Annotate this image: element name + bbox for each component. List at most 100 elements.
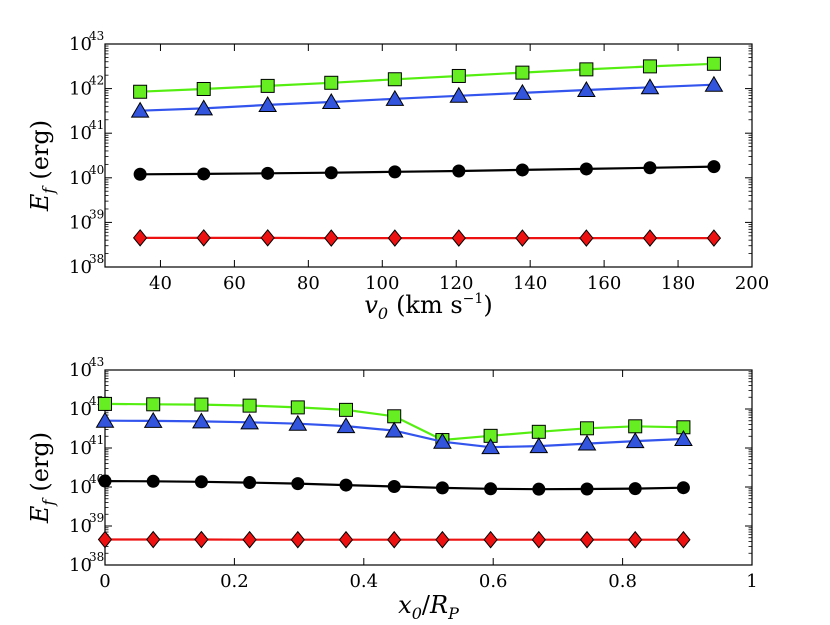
y-tick-label: 10 <box>69 168 92 189</box>
y-tick-label-exponent: 43 <box>89 355 104 369</box>
y-tick-label-exponent: 42 <box>89 74 104 88</box>
marker-green-squares <box>194 397 209 412</box>
y-tick-label-exponent: 43 <box>89 29 104 43</box>
marker-blue-triangles <box>576 81 596 98</box>
series-line-green-squares <box>140 62 714 93</box>
marker-green-squares <box>260 78 275 93</box>
marker-red-diamonds <box>146 530 161 549</box>
marker-black-circles <box>194 475 208 489</box>
marker-black-circles <box>452 164 466 178</box>
marker-black-circles <box>435 481 449 495</box>
y-tick-label-exponent: 39 <box>89 511 104 525</box>
marker-red-diamonds <box>676 530 691 549</box>
y-tick-label: 10 <box>69 123 92 144</box>
marker-black-circles <box>291 477 305 491</box>
marker-blue-triangles <box>433 432 452 449</box>
series-line-blue-triangles <box>140 83 714 112</box>
marker-green-squares <box>451 68 466 83</box>
marker-green-squares <box>387 72 402 87</box>
y-tick-label: 10 <box>69 79 92 100</box>
marker-blue-triangles <box>640 78 660 95</box>
x-tick-label: 120 <box>439 273 473 294</box>
marker-blue-triangles <box>674 430 693 447</box>
x-tick-label: 0 <box>99 571 110 592</box>
x-tick-label: 100 <box>365 273 399 294</box>
y-tick-label: 10 <box>69 257 92 278</box>
marker-red-diamonds <box>579 530 595 549</box>
marker-black-circles <box>515 163 529 177</box>
y-tick-label: 10 <box>69 477 92 498</box>
marker-black-circles <box>579 162 593 176</box>
marker-red-diamonds <box>242 530 257 549</box>
plot-frame <box>104 43 753 268</box>
x-tick-label: 180 <box>661 273 695 294</box>
y-axis-label: Ef(erg) <box>26 432 58 524</box>
marker-green-squares <box>98 396 112 411</box>
y-tick-label: 10 <box>69 212 92 233</box>
marker-red-diamonds <box>435 530 450 549</box>
x-axis-label: x0/RP <box>398 591 459 623</box>
marker-blue-triangles <box>449 86 469 103</box>
marker-green-squares <box>628 419 643 434</box>
marker-red-diamonds <box>132 229 148 247</box>
marker-green-squares <box>580 421 595 436</box>
y-tick-label: 10 <box>69 34 92 55</box>
marker-red-diamonds <box>97 530 113 549</box>
marker-blue-triangles <box>625 432 645 449</box>
marker-red-diamonds <box>194 530 209 549</box>
marker-red-diamonds <box>451 229 466 247</box>
marker-blue-triangles <box>194 99 214 116</box>
marker-blue-triangles <box>385 89 405 106</box>
marker-blue-triangles <box>336 417 356 434</box>
marker-red-diamonds <box>338 530 354 549</box>
marker-black-circles <box>580 482 594 496</box>
marker-black-circles <box>676 481 690 495</box>
marker-blue-triangles <box>258 95 278 112</box>
x-tick-label: 0.8 <box>608 571 637 592</box>
marker-black-circles <box>133 167 147 181</box>
marker-green-squares <box>339 402 354 417</box>
marker-green-squares <box>196 81 211 96</box>
y-tick-label-exponent: 40 <box>89 163 104 177</box>
marker-black-circles <box>339 478 353 492</box>
x-tick-label: 0.4 <box>349 571 378 592</box>
marker-red-diamonds <box>290 530 305 549</box>
marker-red-diamonds <box>196 229 211 247</box>
marker-blue-triangles <box>529 437 549 454</box>
y-tick-label-exponent: 39 <box>89 207 104 221</box>
marker-black-circles <box>146 474 160 488</box>
marker-blue-triangles <box>143 411 163 428</box>
marker-red-diamonds <box>579 229 594 247</box>
marker-red-diamonds <box>706 229 722 247</box>
marker-green-squares <box>133 84 148 99</box>
marker-green-squares <box>642 59 657 74</box>
marker-black-circles <box>261 166 275 180</box>
marker-black-circles <box>197 167 211 181</box>
x-tick-label: 0.6 <box>479 571 508 592</box>
marker-blue-triangles <box>321 93 341 110</box>
marker-black-circles <box>628 482 642 496</box>
x-axis-label: v0 (km s−1) <box>364 291 492 323</box>
marker-red-diamonds <box>483 530 498 549</box>
marker-black-circles <box>243 476 257 490</box>
x-tick-label: 1 <box>746 571 757 592</box>
marker-blue-triangles <box>192 412 211 429</box>
marker-blue-triangles <box>240 413 259 430</box>
y-axis-label: Ef(erg) <box>26 120 58 212</box>
marker-red-diamonds <box>515 229 530 247</box>
marker-black-circles <box>324 166 338 180</box>
x-tick-label: 80 <box>297 273 320 294</box>
y-tick-label: 10 <box>69 555 92 576</box>
marker-black-circles <box>387 479 401 493</box>
y-tick-label-exponent: 41 <box>89 118 104 132</box>
marker-black-circles <box>98 474 112 488</box>
y-tick-label: 10 <box>69 516 92 537</box>
marker-blue-triangles <box>95 411 115 428</box>
marker-green-squares <box>387 409 402 424</box>
marker-green-squares <box>515 65 530 80</box>
marker-red-diamonds <box>628 530 643 549</box>
marker-blue-triangles <box>288 414 308 431</box>
marker-black-circles <box>643 161 657 175</box>
marker-black-circles <box>484 482 498 496</box>
